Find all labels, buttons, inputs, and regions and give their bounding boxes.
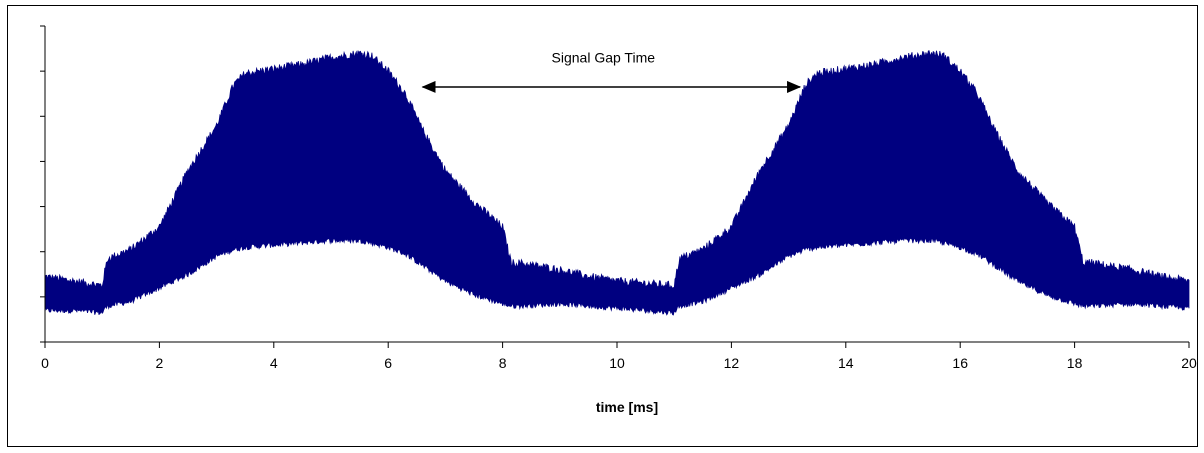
- x-tick-label: 2: [156, 355, 164, 371]
- signal-gap-label: Signal Gap Time: [552, 50, 656, 66]
- x-tick-label: 20: [1181, 355, 1197, 371]
- y-ticks-group: [40, 25, 45, 343]
- x-tick-label: 4: [270, 355, 278, 371]
- x-tick-label: 12: [724, 355, 740, 371]
- x-tick-label: 18: [1067, 355, 1083, 371]
- chart-plot: 0 2 4 6 8 10 12 14 16 18 20 time [ms] Signal Gap T…: [40, 25, 1197, 415]
- signal-series-group: [44, 50, 1190, 316]
- x-tick-label: 16: [952, 355, 968, 371]
- x-tick-label: 8: [499, 355, 507, 371]
- x-axis-label: time [ms]: [596, 399, 658, 415]
- x-tick-label: 10: [609, 355, 625, 371]
- chart-frame: 0 2 4 6 8 10 12 14 16 18 20 time [ms] Signal Gap T…: [7, 5, 1198, 447]
- x-tick-label: 14: [838, 355, 854, 371]
- x-tick-label: 6: [384, 355, 392, 371]
- x-tick-label: 0: [41, 355, 49, 371]
- x-ticks-group: 0 2 4 6 8 10 12 14 16 18 20: [41, 342, 1197, 371]
- signal-envelope: [44, 50, 1190, 316]
